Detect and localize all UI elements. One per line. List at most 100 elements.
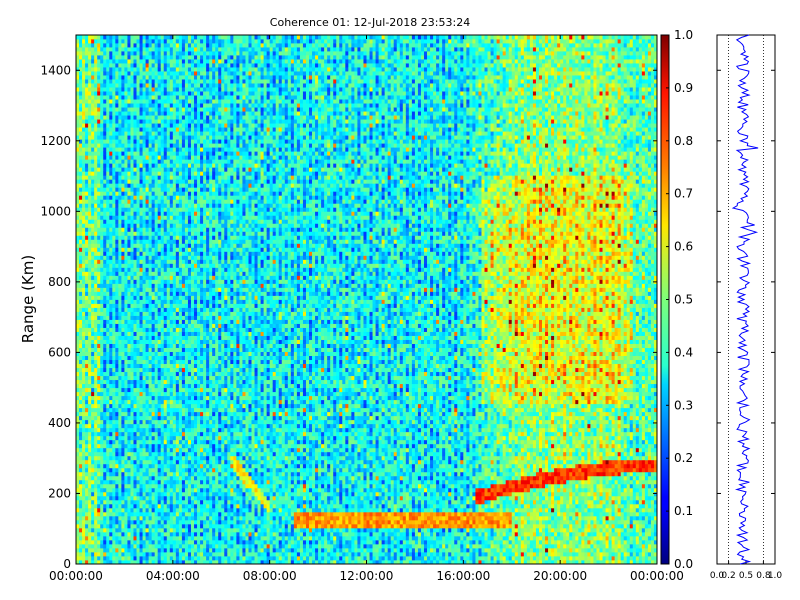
heatmap-cell [181, 195, 186, 200]
heatmap-cell [163, 243, 168, 248]
heatmap-cell [88, 35, 92, 40]
heatmap-cell [178, 319, 183, 324]
heatmap-cell [169, 551, 174, 557]
heatmap-cell [124, 143, 128, 148]
heatmap-cell [109, 59, 113, 64]
heatmap-cell [169, 315, 174, 320]
heatmap-cell [124, 275, 128, 280]
heatmap-cell [181, 123, 186, 128]
heatmap-cell [94, 319, 98, 324]
heatmap-cell [133, 131, 137, 136]
heatmap-cell [118, 235, 122, 240]
heatmap-cell [79, 395, 83, 401]
heatmap-cell [136, 147, 140, 152]
heatmap-cell [88, 459, 92, 465]
heatmap-cell [124, 347, 128, 352]
heatmap-cell [94, 255, 98, 260]
heatmap-cell [121, 203, 125, 208]
heatmap-cell [175, 395, 180, 401]
heatmap-cell [187, 487, 192, 493]
heatmap-cell [175, 303, 180, 308]
heatmap-cell [127, 311, 131, 316]
heatmap-cell [148, 147, 153, 152]
heatmap-cell [181, 407, 186, 413]
heatmap-cell [172, 411, 177, 417]
heatmap-cell [145, 451, 150, 457]
heatmap-cell [82, 203, 86, 208]
heatmap-cell [184, 247, 189, 252]
heatmap-cell [151, 207, 156, 212]
heatmap-cell [124, 35, 128, 40]
heatmap-cell [79, 451, 83, 457]
heatmap-cell [124, 167, 128, 172]
heatmap-cell [181, 335, 186, 340]
heatmap-cell [154, 403, 159, 409]
heatmap-cell [133, 375, 137, 381]
heatmap-cell [100, 227, 104, 232]
heatmap-cell [91, 551, 95, 557]
heatmap-cell [154, 491, 159, 497]
heatmap-cell [91, 239, 95, 244]
heatmap-cell [88, 447, 92, 453]
heatmap-cell [106, 467, 110, 473]
heatmap-cell [130, 343, 134, 348]
heatmap-cell [139, 155, 143, 160]
heatmap-cell [76, 455, 80, 461]
heatmap-cell [151, 507, 156, 513]
heatmap-cell [100, 523, 104, 529]
heatmap-cell [106, 227, 110, 232]
heatmap-cell [160, 155, 165, 160]
heatmap-cell [139, 543, 143, 549]
heatmap-cell [91, 231, 95, 236]
heatmap-cell [181, 515, 186, 521]
heatmap-cell [151, 219, 156, 224]
heatmap-cell [181, 267, 186, 272]
heatmap-cell [184, 531, 189, 537]
heatmap-cell [169, 203, 174, 208]
heatmap-cell [124, 219, 128, 224]
heatmap-cell [169, 87, 174, 92]
heatmap-cell [103, 431, 107, 437]
heatmap-cell [124, 511, 128, 517]
heatmap-cell [100, 103, 104, 108]
heatmap-cell [124, 515, 128, 521]
heatmap-cell [139, 487, 143, 493]
heatmap-cell [115, 451, 119, 457]
heatmap-cell [118, 51, 122, 56]
heatmap-cell [76, 335, 80, 340]
heatmap-cell [154, 271, 159, 276]
heatmap-cell [88, 247, 92, 252]
heatmap-cell [178, 47, 183, 52]
heatmap-cell [130, 543, 134, 549]
heatmap-cell [112, 107, 116, 112]
heatmap-cell [82, 419, 86, 425]
heatmap-cell [130, 519, 134, 525]
heatmap-cell [112, 159, 116, 164]
heatmap-cell [175, 187, 180, 192]
heatmap-cell [187, 215, 192, 220]
heatmap-cell [178, 199, 183, 204]
heatmap-cell [115, 519, 119, 525]
heatmap-cell [94, 75, 98, 80]
heatmap-cell [184, 35, 189, 40]
heatmap-cell [133, 167, 137, 172]
heatmap-cell [103, 551, 107, 557]
heatmap-cell [181, 507, 186, 513]
heatmap-cell [184, 283, 189, 288]
heatmap-cell [130, 171, 134, 176]
heatmap-cell [124, 463, 128, 469]
heatmap-cell [151, 147, 156, 152]
heatmap-cell [148, 359, 153, 365]
heatmap-cell [91, 135, 95, 140]
heatmap-cell [154, 199, 159, 204]
heatmap-cell [154, 511, 159, 517]
heatmap-cell [142, 307, 146, 312]
heatmap-cell [133, 183, 137, 188]
heatmap-cell [187, 231, 192, 236]
heatmap-cell [169, 195, 174, 200]
heatmap-cell [139, 511, 143, 517]
heatmap-cell [118, 487, 122, 493]
heatmap-cell [103, 471, 107, 477]
heatmap-cell [157, 255, 162, 260]
heatmap-cell [151, 251, 156, 256]
